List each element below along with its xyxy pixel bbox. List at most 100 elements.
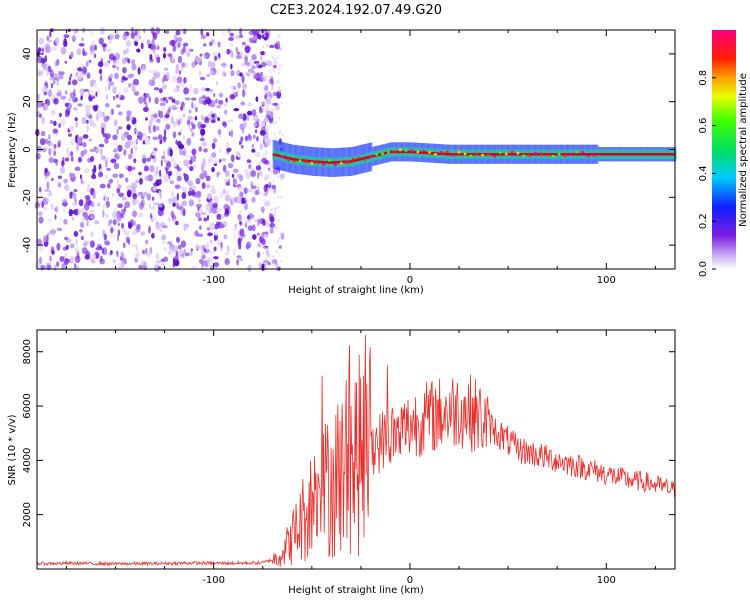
noise-speckle: [42, 103, 46, 110]
spectrogram-marks: [34, 26, 677, 273]
noise-speckle: [101, 204, 108, 209]
noise-speckle: [239, 72, 243, 77]
noise-speckle: [103, 156, 109, 162]
noise-speckle: [239, 258, 243, 262]
noise-speckle: [240, 136, 244, 142]
noise-speckle: [248, 71, 252, 77]
noise-speckle: [251, 65, 256, 70]
noise-speckle: [244, 222, 247, 228]
noise-speckle: [249, 214, 255, 218]
noise-speckle: [207, 158, 213, 163]
noise-speckle: [242, 90, 246, 96]
noise-speckle: [265, 257, 268, 260]
noise-speckle: [211, 142, 216, 150]
noise-speckle: [268, 143, 271, 147]
noise-speckle: [244, 45, 251, 54]
noise-speckle: [131, 59, 136, 65]
noise-speckle: [85, 104, 91, 113]
noise-speckle: [262, 251, 264, 255]
noise-speckle: [218, 100, 224, 105]
noise-speckle: [103, 239, 106, 244]
noise-speckle: [116, 152, 123, 158]
noise-speckle: [103, 61, 110, 68]
noise-speckle: [207, 260, 210, 267]
noise-speckle: [150, 27, 155, 35]
noise-speckle: [80, 235, 84, 241]
noise-speckle: [151, 39, 155, 44]
noise-speckle: [56, 227, 63, 231]
noise-speckle: [159, 110, 164, 119]
noise-speckle: [64, 60, 68, 64]
noise-speckle: [88, 59, 92, 63]
snr-ylabel: SNR (10 * v/v): [7, 414, 18, 485]
noise-speckle: [176, 118, 179, 127]
noise-speckle: [219, 224, 225, 229]
noise-speckle: [252, 234, 257, 240]
noise-speckle: [80, 178, 84, 184]
noise-speckle: [190, 248, 193, 252]
noise-speckle: [39, 138, 46, 146]
snr-ytick-label: 6000: [22, 393, 33, 418]
noise-speckle: [270, 258, 273, 262]
noise-speckle: [240, 236, 243, 242]
noise-speckle: [180, 240, 187, 248]
noise-speckle: [34, 261, 41, 269]
noise-speckle: [174, 100, 180, 105]
noise-speckle: [277, 206, 279, 210]
noise-speckle: [106, 167, 111, 171]
snr-marks: [36, 335, 675, 568]
noise-speckle: [156, 56, 161, 63]
noise-speckle: [110, 108, 114, 116]
signal-dot: [493, 155, 496, 158]
noise-speckle: [268, 253, 271, 257]
noise-speckle: [247, 134, 253, 141]
noise-speckle: [86, 219, 89, 227]
noise-speckle: [213, 246, 217, 252]
noise-speckle: [277, 88, 280, 92]
noise-speckle: [166, 72, 170, 80]
noise-speckle: [150, 206, 156, 211]
noise-speckle: [116, 128, 119, 135]
noise-speckle: [161, 106, 166, 112]
signal-band: [674, 149, 677, 160]
noise-speckle: [235, 54, 239, 60]
noise-speckle: [143, 106, 149, 113]
noise-speckle: [256, 72, 260, 78]
noise-speckle: [139, 177, 143, 185]
noise-speckle: [188, 250, 193, 257]
noise-speckle: [112, 211, 118, 219]
noise-speckle: [204, 54, 209, 59]
noise-speckle: [168, 106, 172, 113]
noise-speckle: [243, 121, 247, 129]
noise-speckle: [203, 217, 208, 222]
noise-speckle: [269, 186, 272, 190]
noise-speckle: [159, 228, 163, 232]
noise-speckle: [275, 61, 278, 65]
noise-speckle: [117, 203, 123, 208]
noise-speckle: [195, 178, 201, 185]
signal-dot: [281, 155, 284, 159]
noise-speckle: [70, 151, 74, 157]
noise-speckle: [131, 182, 137, 190]
noise-speckle: [165, 123, 171, 130]
signal-dot: [357, 156, 361, 160]
noise-speckle: [172, 131, 177, 139]
noise-speckle: [54, 207, 57, 212]
noise-speckle: [49, 69, 54, 78]
noise-speckle: [132, 230, 137, 235]
noise-speckle: [182, 208, 186, 217]
noise-speckle: [226, 147, 232, 153]
noise-speckle: [249, 170, 255, 177]
noise-speckle: [163, 47, 167, 52]
noise-speckle: [84, 254, 91, 260]
noise-speckle: [199, 76, 206, 81]
noise-speckle: [216, 105, 222, 109]
noise-speckle: [267, 190, 270, 194]
noise-speckle: [128, 222, 132, 230]
noise-speckle: [247, 188, 253, 193]
noise-speckle: [152, 184, 157, 192]
noise-speckle: [190, 121, 194, 127]
noise-speckle: [168, 40, 171, 46]
noise-speckle: [118, 111, 123, 116]
noise-speckle: [217, 239, 221, 246]
